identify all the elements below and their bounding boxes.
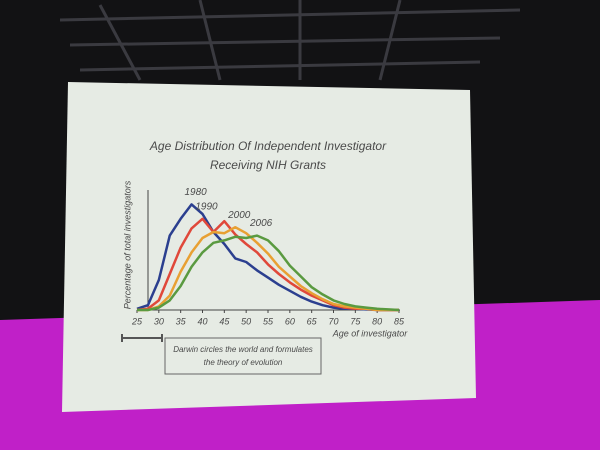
x-tick-label: 75 xyxy=(350,316,361,326)
annotation: Darwin circles the world and formulates xyxy=(173,345,313,354)
series-label: 2006 xyxy=(249,218,273,229)
x-tick-label: 80 xyxy=(372,316,382,326)
x-tick-label: 40 xyxy=(197,316,207,326)
x-tick-label: 25 xyxy=(131,316,143,326)
x-tick-label: 30 xyxy=(154,316,164,326)
x-tick-label: 50 xyxy=(241,316,251,326)
x-tick-label: 35 xyxy=(176,316,187,326)
chart-title: Age Distribution Of Independent Investig… xyxy=(149,139,387,153)
annotation-box xyxy=(164,337,322,375)
series-label: 1990 xyxy=(195,201,218,212)
chart-title: Receiving NIH Grants xyxy=(210,158,326,172)
y-axis-label: Percentage of total investigators xyxy=(122,180,132,309)
annotation: the theory of evolution xyxy=(204,358,283,367)
x-tick-label: 65 xyxy=(307,316,318,326)
slide xyxy=(62,82,476,412)
series-label: 1980 xyxy=(184,187,207,198)
ceiling-truss xyxy=(59,0,521,81)
x-tick-label: 70 xyxy=(328,316,338,326)
series-line xyxy=(137,234,400,312)
x-tick-label: 85 xyxy=(394,316,405,326)
series-label: 2000 xyxy=(227,210,251,221)
x-tick-label: 60 xyxy=(285,316,295,326)
x-tick-label: 45 xyxy=(219,316,230,326)
x-tick-label: 55 xyxy=(263,316,274,326)
x-axis-label: Age of investigator xyxy=(332,328,409,338)
